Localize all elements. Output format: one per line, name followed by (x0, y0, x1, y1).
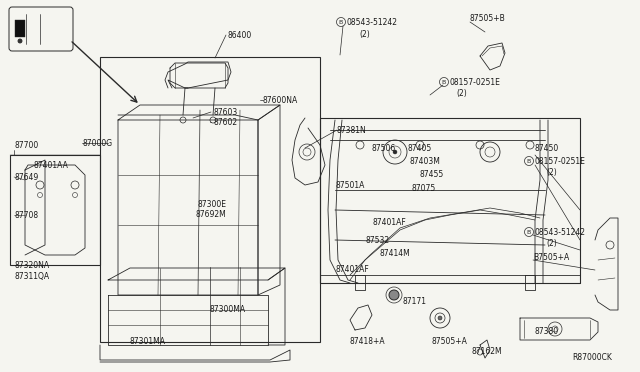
Text: B7505+A: B7505+A (533, 253, 569, 263)
Text: 87401AF: 87401AF (373, 218, 407, 227)
Text: 87000G: 87000G (82, 138, 112, 148)
Text: 87708: 87708 (14, 211, 38, 219)
Bar (320, 118, 580, 283)
Text: B: B (339, 19, 343, 25)
Text: (2): (2) (456, 89, 467, 97)
Text: 87501A: 87501A (336, 180, 365, 189)
Text: 87381N: 87381N (337, 125, 367, 135)
Bar (15, 20, 25, 37)
Text: 08543-51242: 08543-51242 (347, 17, 398, 26)
Text: (2): (2) (546, 238, 557, 247)
Text: 87649: 87649 (14, 173, 38, 182)
Bar (10, 155, 100, 265)
Text: 87418+A: 87418+A (350, 337, 386, 346)
Text: 87075: 87075 (412, 183, 436, 192)
Text: 87600NA: 87600NA (263, 96, 298, 105)
Text: (2): (2) (359, 29, 370, 38)
Text: 87506: 87506 (372, 144, 396, 153)
Text: 87311QA: 87311QA (14, 273, 49, 282)
Text: 87300E: 87300E (198, 199, 227, 208)
Text: 87162M: 87162M (472, 347, 502, 356)
Circle shape (18, 39, 22, 43)
Text: 08157-0251E: 08157-0251E (450, 77, 501, 87)
Text: 87450: 87450 (535, 144, 559, 153)
Text: B: B (527, 230, 531, 234)
Circle shape (393, 150, 397, 154)
Text: (2): (2) (546, 167, 557, 176)
Text: B: B (527, 158, 531, 164)
Text: 87455: 87455 (420, 170, 444, 179)
Text: 87405: 87405 (408, 144, 432, 153)
Text: 87603: 87603 (213, 108, 237, 116)
Text: 87401AF: 87401AF (336, 266, 370, 275)
Text: 87401AA: 87401AA (33, 160, 68, 170)
Text: 87700: 87700 (14, 141, 38, 150)
Text: 87171: 87171 (403, 298, 427, 307)
Text: 87505+B: 87505+B (470, 13, 506, 22)
Circle shape (438, 316, 442, 320)
Text: 87602: 87602 (213, 118, 237, 126)
Text: 87300MA: 87300MA (210, 305, 246, 314)
Bar (100, 57, 320, 342)
Text: 87505+A: 87505+A (432, 337, 468, 346)
Text: 86400: 86400 (228, 31, 252, 39)
Text: 87403M: 87403M (410, 157, 441, 166)
Text: 87692M: 87692M (196, 209, 227, 218)
Text: 87380: 87380 (535, 327, 559, 337)
Text: 87414M: 87414M (380, 248, 411, 257)
Circle shape (389, 290, 399, 300)
FancyBboxPatch shape (9, 7, 73, 51)
Text: 87301MA: 87301MA (130, 337, 166, 346)
Text: R87000CK: R87000CK (572, 353, 612, 362)
Text: B: B (442, 80, 446, 84)
Text: 87532: 87532 (366, 235, 390, 244)
Text: 08157-0251E: 08157-0251E (535, 157, 586, 166)
Text: 87320NA: 87320NA (14, 260, 49, 269)
Text: 08543-51242: 08543-51242 (535, 228, 586, 237)
